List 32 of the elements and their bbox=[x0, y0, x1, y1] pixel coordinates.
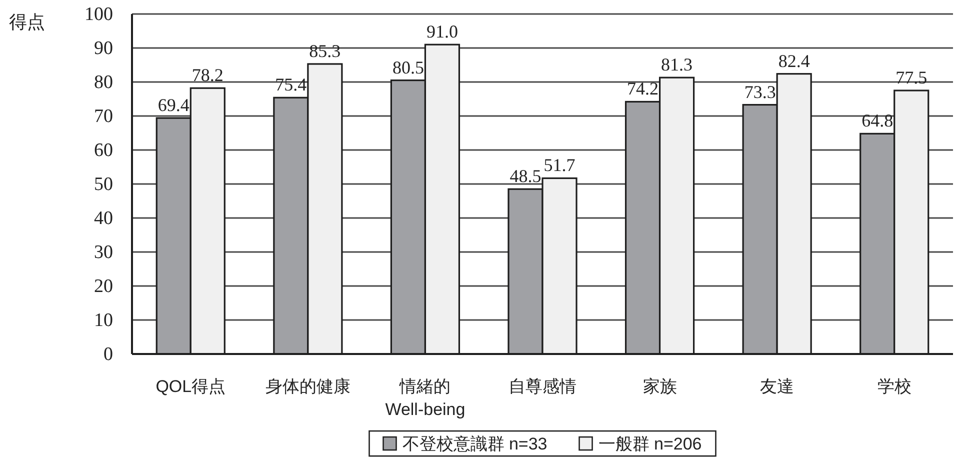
y-tick-label: 100 bbox=[84, 4, 113, 25]
y-tick-label: 30 bbox=[94, 242, 113, 263]
x-tick-label: 学校 bbox=[877, 377, 912, 396]
y-tick-label: 10 bbox=[94, 310, 113, 331]
x-tick-label: 友達 bbox=[760, 377, 794, 396]
data-label: 78.2 bbox=[192, 65, 224, 86]
legend-label: 一般群 n=206 bbox=[598, 434, 702, 454]
data-label: 82.4 bbox=[778, 50, 810, 71]
data-label: 48.5 bbox=[510, 166, 542, 186]
data-label: 64.8 bbox=[862, 110, 894, 131]
data-label: 69.4 bbox=[158, 95, 190, 116]
data-label: 91.0 bbox=[426, 22, 458, 42]
x-tick-label: 身体的健康 bbox=[265, 377, 350, 396]
y-tick-label: 40 bbox=[94, 208, 113, 229]
data-label: 73.3 bbox=[744, 82, 776, 102]
y-tick-label: 90 bbox=[94, 38, 113, 59]
data-label: 51.7 bbox=[544, 155, 576, 176]
y-tick-label: 50 bbox=[94, 174, 113, 195]
y-tick-label: 70 bbox=[94, 106, 113, 127]
data-label: 80.5 bbox=[392, 57, 424, 78]
y-tick-label: 0 bbox=[104, 344, 113, 365]
x-tick-label: 情緒的 Well-being bbox=[385, 377, 466, 419]
y-axis-title: 得点 bbox=[9, 12, 45, 32]
legend-label: 不登校意識群 n=33 bbox=[402, 434, 548, 454]
data-label: 81.3 bbox=[661, 54, 693, 75]
y-tick-label: 80 bbox=[94, 72, 113, 93]
x-tick-label: 自尊感情 bbox=[508, 377, 576, 396]
x-tick-label: 家族 bbox=[642, 377, 677, 396]
y-tick-label: 60 bbox=[94, 140, 113, 161]
data-label: 74.2 bbox=[627, 78, 659, 99]
x-tick-label: QOL得点 bbox=[156, 377, 226, 396]
y-tick-label: 20 bbox=[94, 276, 113, 297]
